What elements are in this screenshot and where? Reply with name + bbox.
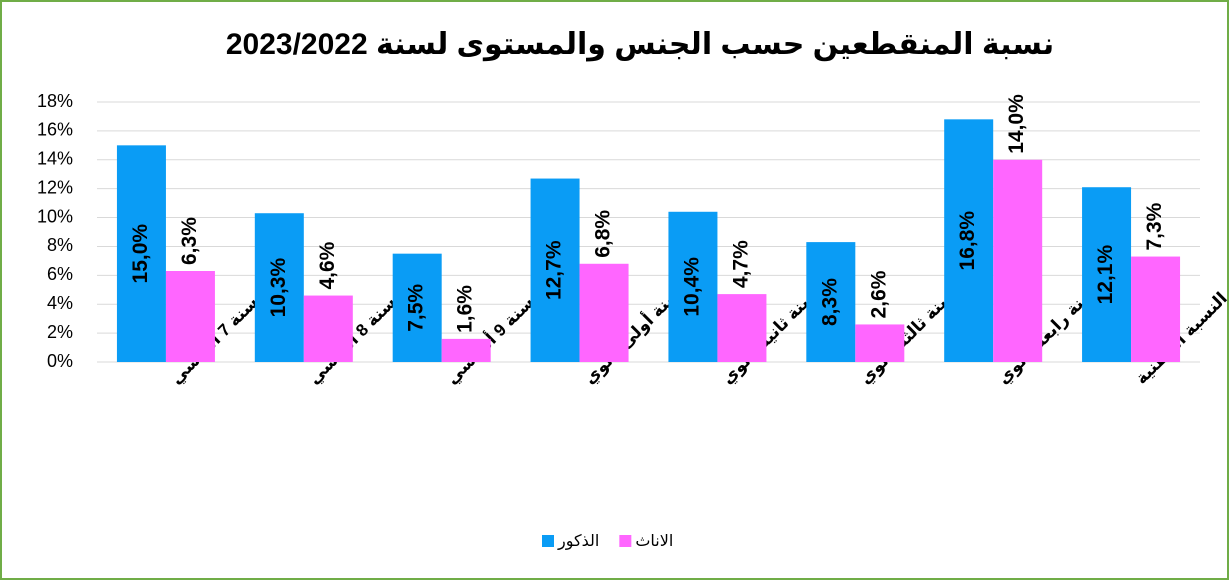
- bar: [165, 271, 215, 362]
- legend-label: الذكور: [557, 533, 599, 551]
- bar: [806, 242, 856, 362]
- data-label: 7,5%: [405, 284, 428, 332]
- data-label: 15,0%: [129, 224, 152, 284]
- data-label: 6,8%: [592, 210, 615, 258]
- bar: [530, 178, 580, 362]
- chart-title: نسبة المنقطعين حسب الجنس والمستوى لسنة 2…: [226, 28, 1054, 62]
- legend-label: الاناث: [635, 533, 673, 550]
- data-label: 1,6%: [454, 285, 477, 333]
- bar: [855, 324, 905, 362]
- y-tick-label: 10%: [37, 206, 73, 226]
- y-tick-label: 18%: [37, 91, 73, 111]
- bar: [116, 145, 166, 362]
- bar: [392, 253, 442, 362]
- y-tick-label: 12%: [37, 177, 73, 197]
- bar: [993, 159, 1043, 362]
- bar: [441, 338, 491, 362]
- bar: [717, 294, 767, 362]
- bar: [579, 263, 629, 362]
- y-tick-label: 14%: [37, 149, 73, 169]
- data-label: 10,4%: [680, 257, 703, 317]
- data-label: 8,3%: [818, 278, 841, 326]
- bar: [254, 213, 304, 362]
- data-label: 14,0%: [1005, 94, 1028, 154]
- y-tick-label: 0%: [47, 351, 73, 371]
- legend-swatch: [542, 535, 554, 547]
- data-label: 4,6%: [316, 241, 339, 289]
- legend-swatch: [619, 535, 632, 547]
- data-label: 4,7%: [729, 240, 752, 288]
- bar: [1082, 187, 1132, 362]
- data-label: 10,3%: [267, 258, 290, 318]
- y-tick-label: 6%: [47, 264, 73, 284]
- y-tick-label: 8%: [47, 235, 73, 255]
- y-tick-label: 4%: [47, 293, 73, 313]
- data-label: 16,8%: [956, 211, 979, 271]
- data-label: 12,7%: [543, 240, 566, 300]
- data-label: 7,3%: [1143, 202, 1166, 250]
- bar: [303, 295, 353, 362]
- data-label: 12,1%: [1094, 245, 1117, 305]
- bar: [944, 119, 994, 362]
- y-tick-label: 16%: [37, 120, 73, 140]
- bar: [1131, 256, 1181, 362]
- bar: [668, 211, 718, 362]
- data-label: 2,6%: [867, 270, 890, 318]
- data-label: 6,3%: [178, 217, 201, 265]
- y-tick-label: 2%: [47, 322, 73, 342]
